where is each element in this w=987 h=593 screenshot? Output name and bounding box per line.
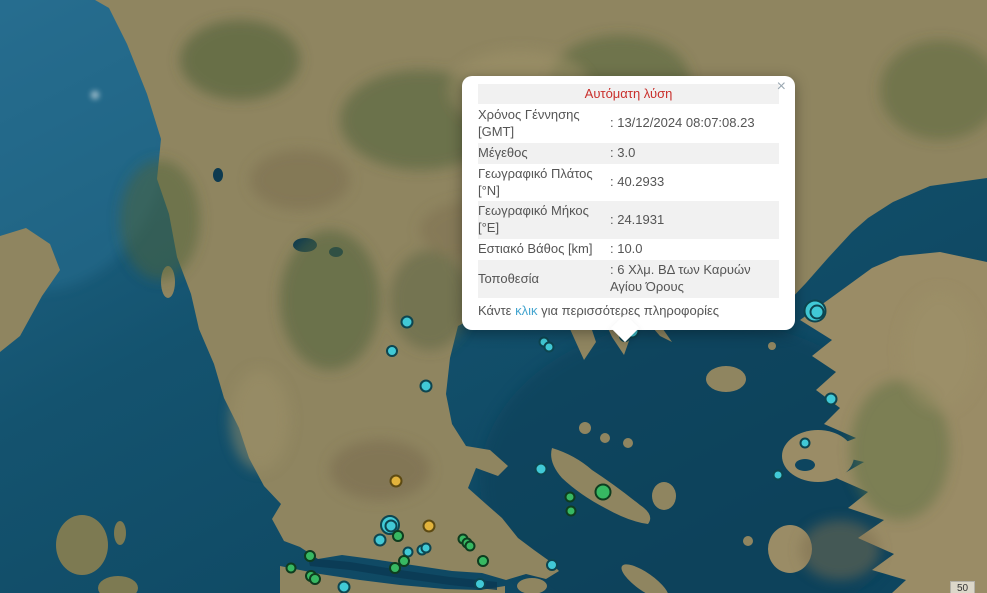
earthquake-marker[interactable] xyxy=(422,519,436,533)
scale-label: 50 xyxy=(957,583,969,593)
earthquake-marker[interactable] xyxy=(389,474,403,488)
row-depth: Εστιακό Βάθος [km] : 10.0 xyxy=(478,239,779,260)
earthquake-marker[interactable] xyxy=(392,530,404,542)
earthquake-popup: × Αυτόματη λύση Χρόνος Γέννησης [GMT] : … xyxy=(462,76,795,342)
map-scale: 50 xyxy=(950,581,976,593)
earthquake-marker[interactable] xyxy=(309,573,321,585)
popup-footer: Κάντε κλικ για περισσότερες πληροφορίες xyxy=(478,298,779,320)
row-value: : 40.2933 xyxy=(610,174,665,190)
row-longitude: Γεωγραφικό Μήκος [°E] : 24.1931 xyxy=(478,201,779,240)
earthquake-marker[interactable] xyxy=(543,341,555,353)
row-label: Χρόνος Γέννησης [GMT] xyxy=(478,107,580,139)
row-value: : 10.0 xyxy=(610,241,643,257)
earthquake-marker[interactable] xyxy=(809,304,825,320)
footer-text-pre: Κάντε xyxy=(478,302,516,318)
popup-title: Αυτόματη λύση xyxy=(478,84,779,104)
earthquake-marker[interactable] xyxy=(400,315,414,329)
row-value: : 24.1931 xyxy=(610,211,665,227)
row-label: Μέγεθος xyxy=(478,144,528,160)
footer-text-post: για περισσότερες πληροφορίες xyxy=(537,302,720,318)
earthquake-marker[interactable] xyxy=(373,533,387,547)
earthquake-marker[interactable] xyxy=(398,555,410,567)
close-icon[interactable]: × xyxy=(776,78,786,95)
details-link[interactable]: κλικ xyxy=(515,302,538,318)
earthquake-marker[interactable] xyxy=(565,505,577,517)
earthquake-marker[interactable] xyxy=(474,578,486,590)
earthquake-marker[interactable] xyxy=(384,519,398,533)
earthquake-marker[interactable] xyxy=(464,540,476,552)
earthquake-marker[interactable] xyxy=(564,491,576,503)
earthquake-marker[interactable] xyxy=(304,550,316,562)
row-value: : 13/12/2024 08:07:08.23 xyxy=(610,115,755,131)
row-origin-time: Χρόνος Γέννησης [GMT] : 13/12/2024 08:07… xyxy=(478,105,779,143)
earthquake-marker[interactable] xyxy=(389,562,401,574)
earthquake-marker[interactable] xyxy=(799,437,811,449)
earthquake-marker[interactable] xyxy=(546,559,558,571)
row-label: Γεωγραφικό Μήκος [°E] xyxy=(478,203,589,236)
row-label: Τοποθεσία xyxy=(478,270,540,286)
earthquake-marker[interactable] xyxy=(534,462,548,476)
row-label: Εστιακό Βάθος [km] xyxy=(478,241,593,257)
earthquake-marker[interactable] xyxy=(419,379,433,393)
row-value: : 3.0 xyxy=(610,144,636,160)
row-magnitude: Μέγεθος : 3.0 xyxy=(478,142,779,164)
earthquake-marker[interactable] xyxy=(594,483,612,501)
earthquake-marker[interactable] xyxy=(420,542,432,554)
row-latitude: Γεωγραφικό Πλάτος [°N] : 40.2933 xyxy=(478,164,779,202)
earthquake-marker[interactable] xyxy=(285,562,297,574)
earthquake-marker[interactable] xyxy=(824,392,838,406)
row-value: : 6 Χλμ. ΒΔ των Καρυών Αγίου Όρους xyxy=(610,262,751,295)
earthquake-marker[interactable] xyxy=(386,345,398,357)
row-location: Τοποθεσία : 6 Χλμ. ΒΔ των Καρυών Αγίου Ό… xyxy=(478,260,779,298)
earthquake-marker[interactable] xyxy=(477,555,489,567)
earthquake-marker[interactable] xyxy=(772,469,784,481)
earthquake-marker[interactable] xyxy=(337,580,351,593)
row-label: Γεωγραφικό Πλάτος [°N] xyxy=(478,165,593,198)
